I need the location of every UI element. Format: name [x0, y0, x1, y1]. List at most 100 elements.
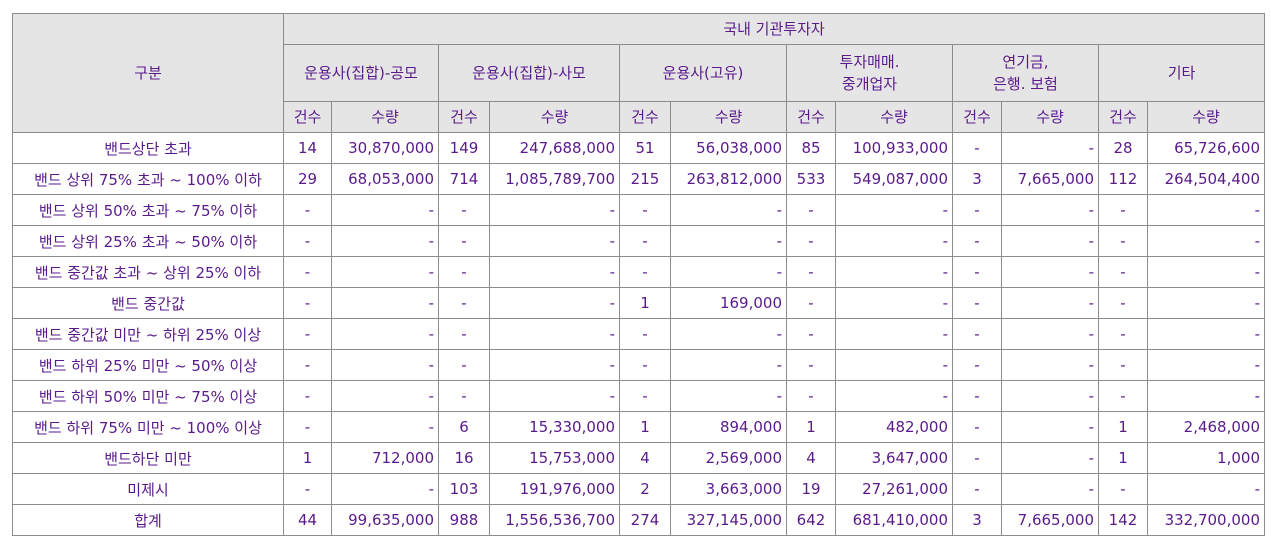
quantity-cell: -: [1001, 132, 1099, 164]
quantity-cell: -: [331, 318, 439, 350]
quantity-cell: -: [670, 225, 787, 257]
quantity-cell: 7,665,000: [1001, 504, 1099, 536]
count-cell: 1: [786, 411, 836, 443]
row-label: 밴드 중간값: [12, 287, 284, 319]
table-row: 밴드 하위 75% 미만 ~ 100% 이상 - -6 15,330,000 1 894,…: [12, 411, 1265, 443]
quantity-cell: -: [489, 256, 620, 288]
quantity-cell: -: [835, 194, 953, 226]
quantity-cell: -: [1147, 473, 1265, 505]
quantity-cell: 65,726,600: [1147, 132, 1265, 164]
quantity-cell: 3,663,000: [670, 473, 787, 505]
count-cell: 4: [619, 442, 671, 474]
quantity-cell: -: [1147, 287, 1265, 319]
quantity-cell: 100,933,000: [835, 132, 953, 164]
table-row: 밴드 중간값 초과 ~ 상위 25% 이하 - - - - - - - - - - - -: [12, 256, 1265, 288]
quantity-cell: -: [1001, 411, 1099, 443]
count-cell: -: [952, 132, 1002, 164]
quantity-cell: 332,700,000: [1147, 504, 1265, 536]
count-cell: 6: [438, 411, 490, 443]
quantity-cell: 482,000: [835, 411, 953, 443]
count-header: 건수: [619, 101, 671, 133]
count-cell: -: [952, 194, 1002, 226]
count-cell: 215: [619, 163, 671, 195]
quantity-cell: 264,504,400: [1147, 163, 1265, 195]
category-header: 구분: [12, 13, 284, 133]
count-cell: -: [786, 349, 836, 381]
quantity-cell: 15,330,000: [489, 411, 620, 443]
count-cell: 3: [952, 504, 1002, 536]
row-label: 미제시: [12, 473, 284, 505]
domestic-institutional-header: 국내 기관투자자: [283, 13, 1265, 45]
count-cell: -: [786, 318, 836, 350]
count-cell: 51: [619, 132, 671, 164]
quantity-cell: -: [331, 380, 439, 412]
count-cell: -: [283, 411, 332, 443]
quantity-cell: -: [670, 349, 787, 381]
quantity-cell: 549,087,000: [835, 163, 953, 195]
count-cell: -: [786, 287, 836, 319]
quantity-cell: 15,753,000: [489, 442, 620, 474]
quantity-cell: -: [331, 194, 439, 226]
quantity-header: 수량: [331, 101, 439, 133]
quantity-cell: 247,688,000: [489, 132, 620, 164]
count-cell: 16: [438, 442, 490, 474]
count-cell: -: [619, 194, 671, 226]
quantity-cell: -: [835, 225, 953, 257]
quantity-cell: -: [1147, 194, 1265, 226]
quantity-cell: -: [489, 349, 620, 381]
quantity-cell: -: [835, 349, 953, 381]
count-cell: -: [786, 225, 836, 257]
quantity-cell: -: [1001, 473, 1099, 505]
count-cell: -: [283, 473, 332, 505]
quantity-cell: -: [835, 318, 953, 350]
count-cell: 44: [283, 504, 332, 536]
count-header: 건수: [786, 101, 836, 133]
table-row: 밴드 중간값 - - - -1 169,000- - - - - -: [12, 287, 1265, 319]
quantity-cell: 894,000: [670, 411, 787, 443]
count-cell: -: [952, 318, 1002, 350]
quantity-cell: -: [1147, 349, 1265, 381]
count-cell: -: [438, 287, 490, 319]
count-cell: 149: [438, 132, 490, 164]
table-row: 밴드 중간값 미만 ~ 하위 25% 이상 - - - - - - - - - - - -: [12, 318, 1265, 350]
quantity-cell: -: [670, 380, 787, 412]
count-cell: -: [283, 287, 332, 319]
count-cell: 714: [438, 163, 490, 195]
quantity-cell: 7,665,000: [1001, 163, 1099, 195]
count-cell: 28: [1098, 132, 1148, 164]
quantity-header: 수량: [670, 101, 787, 133]
count-header: 건수: [438, 101, 490, 133]
quantity-cell: -: [489, 287, 620, 319]
quantity-cell: 191,976,000: [489, 473, 620, 505]
count-header: 건수: [952, 101, 1002, 133]
count-cell: -: [1098, 318, 1148, 350]
quantity-header: 수량: [835, 101, 953, 133]
subgroup-header: 운용사(고유): [619, 44, 787, 102]
quantity-cell: -: [1001, 442, 1099, 474]
count-cell: -: [283, 225, 332, 257]
count-cell: -: [619, 225, 671, 257]
count-cell: -: [619, 380, 671, 412]
row-label: 밴드 하위 25% 미만 ~ 50% 이상: [12, 349, 284, 381]
count-cell: -: [438, 318, 490, 350]
row-label: 밴드하단 미만: [12, 442, 284, 474]
count-cell: -: [1098, 473, 1148, 505]
quantity-cell: -: [835, 287, 953, 319]
quantity-cell: -: [1147, 318, 1265, 350]
quantity-cell: -: [1001, 194, 1099, 226]
subgroup-header: 투자매매. 중개업자: [786, 44, 953, 102]
quantity-cell: 1,556,536,700: [489, 504, 620, 536]
count-cell: -: [1098, 194, 1148, 226]
quantity-cell: 56,038,000: [670, 132, 787, 164]
count-cell: -: [283, 349, 332, 381]
count-cell: -: [786, 256, 836, 288]
count-cell: -: [952, 256, 1002, 288]
quantity-cell: 681,410,000: [835, 504, 953, 536]
quantity-cell: -: [670, 256, 787, 288]
count-cell: 3: [952, 163, 1002, 195]
investor-demand-table: 구분 국내 기관투자자 운용사(집합)-공모 운용사(집합)-사모 운용사(고유…: [12, 13, 1265, 536]
count-cell: 19: [786, 473, 836, 505]
count-cell: 1: [1098, 411, 1148, 443]
count-cell: -: [952, 473, 1002, 505]
quantity-header: 수량: [489, 101, 620, 133]
